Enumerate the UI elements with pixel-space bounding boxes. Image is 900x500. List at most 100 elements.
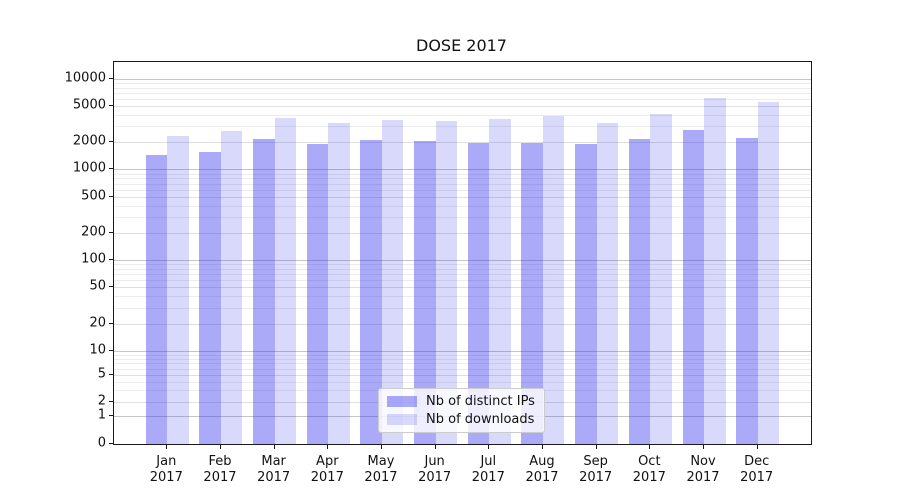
- ytick-label-5000: 5000: [72, 97, 106, 113]
- xtick-mark-may: [380, 445, 382, 449]
- bar-distinct-ips-oct: [628, 138, 651, 444]
- xtick-month: Oct: [638, 454, 661, 469]
- ytick-mark-2000: [109, 141, 113, 143]
- ytick-label-1000: 1000: [72, 160, 106, 176]
- bar-downloads-aug: [542, 115, 565, 444]
- chart-title: DOSE 2017: [416, 36, 507, 55]
- gridline-100: [114, 260, 811, 262]
- xtick-year: 2017: [686, 470, 720, 485]
- legend-swatch-downloads: [387, 413, 417, 425]
- legend-label-distinct-ips: Nb of distinct IPs: [426, 394, 535, 410]
- gridline-8: [114, 358, 811, 360]
- legend: Nb of distinct IPs Nb of downloads: [378, 388, 545, 433]
- gridline-7: [114, 363, 811, 365]
- xtick-label-feb: Feb 2017: [190, 454, 250, 486]
- xtick-month: May: [367, 454, 395, 469]
- bar-downloads-sep: [596, 123, 619, 444]
- bar-distinct-ips-dec: [736, 138, 758, 444]
- ytick-mark-5: [109, 374, 113, 376]
- xtick-label-oct: Oct 2017: [619, 454, 679, 486]
- xtick-year: 2017: [471, 470, 505, 485]
- bar-distinct-ips-feb: [199, 152, 221, 444]
- xtick-mark-jul: [488, 445, 490, 449]
- xtick-mark-jun: [434, 445, 436, 449]
- bar-downloads-apr: [328, 122, 350, 444]
- gridline-600: [114, 189, 811, 191]
- ytick-label-2000: 2000: [72, 133, 106, 149]
- xtick-label-may: May 2017: [351, 454, 411, 486]
- bar-downloads-may: [381, 119, 404, 444]
- xtick-mark-oct: [649, 445, 651, 449]
- bar-downloads-feb: [220, 131, 243, 444]
- ytick-mark-50: [109, 286, 113, 288]
- ytick-mark-0: [109, 443, 113, 444]
- xtick-year: 2017: [310, 470, 344, 485]
- xtick-mark-mar: [273, 445, 275, 449]
- ytick-mark-5000: [109, 105, 113, 107]
- gridline-3000: [114, 126, 811, 128]
- gridline-900: [114, 173, 811, 175]
- legend-entry-distinct-ips: Nb of distinct IPs: [387, 394, 536, 409]
- gridline-6000: [114, 98, 811, 100]
- ytick-mark-10000: [109, 77, 113, 79]
- ytick-mark-100: [109, 259, 113, 261]
- gridline-1000: [114, 169, 811, 171]
- ytick-label-5: 5: [97, 366, 106, 382]
- bar-distinct-ips-jun: [414, 141, 436, 444]
- ytick-mark-200: [109, 231, 113, 233]
- gridline-10000: [114, 78, 811, 80]
- xtick-label-jul: Jul 2017: [458, 454, 518, 486]
- xtick-month: Mar: [261, 454, 286, 469]
- xtick-year: 2017: [203, 470, 237, 485]
- xtick-label-jun: Jun 2017: [405, 454, 465, 486]
- xtick-month: Feb: [208, 454, 232, 469]
- gridline-7000: [114, 92, 811, 94]
- xtick-month: Apr: [316, 454, 339, 469]
- xtick-month: Jan: [156, 454, 177, 469]
- ytick-mark-1000: [109, 168, 113, 170]
- xtick-month: Dec: [744, 454, 770, 469]
- gridline-70: [114, 274, 811, 276]
- legend-label-downloads: Nb of downloads: [426, 411, 535, 427]
- gridline-800: [114, 178, 811, 180]
- ytick-label-100: 100: [81, 251, 106, 267]
- xtick-year: 2017: [632, 470, 666, 485]
- ytick-mark-10: [109, 349, 113, 351]
- gridline-9000: [114, 82, 811, 84]
- ytick-label-50: 50: [89, 278, 106, 294]
- xtick-label-sep: Sep 2017: [566, 454, 626, 486]
- gridline-10: [114, 350, 811, 352]
- ytick-mark-20: [109, 322, 113, 324]
- xtick-month: Aug: [529, 454, 555, 469]
- xtick-month: Jul: [480, 454, 497, 469]
- gridline-50: [114, 287, 811, 289]
- ytick-mark-2: [109, 401, 113, 403]
- xtick-label-dec: Dec 2017: [727, 454, 787, 486]
- gridline-500: [114, 196, 811, 198]
- xtick-mark-apr: [327, 445, 329, 449]
- xtick-label-apr: Apr 2017: [297, 454, 357, 486]
- gridline-5000: [114, 106, 811, 108]
- bar-downloads-jan: [167, 135, 189, 444]
- legend-entry-downloads: Nb of downloads: [387, 412, 536, 427]
- bar-distinct-ips-sep: [575, 143, 597, 444]
- gridline-2000: [114, 142, 811, 144]
- bar-distinct-ips-jan: [145, 155, 168, 444]
- gridline-4000: [114, 114, 811, 116]
- ytick-mark-1: [109, 415, 113, 417]
- xtick-label-aug: Aug 2017: [512, 454, 572, 486]
- xtick-mark-aug: [541, 445, 543, 449]
- bar-downloads-jun: [435, 120, 458, 444]
- bar-downloads-nov: [704, 97, 726, 444]
- ytick-label-10: 10: [89, 342, 106, 358]
- gridline-80: [114, 268, 811, 270]
- bar-downloads-jul: [489, 118, 511, 444]
- gridline-20: [114, 323, 811, 325]
- ytick-label-0: 0: [97, 435, 106, 451]
- xtick-label-nov: Nov 2017: [673, 454, 733, 486]
- bar-distinct-ips-aug: [521, 143, 543, 444]
- gridline-90: [114, 264, 811, 266]
- xtick-mark-jan: [166, 445, 168, 449]
- xtick-mark-nov: [703, 445, 704, 449]
- gridline-40: [114, 296, 811, 298]
